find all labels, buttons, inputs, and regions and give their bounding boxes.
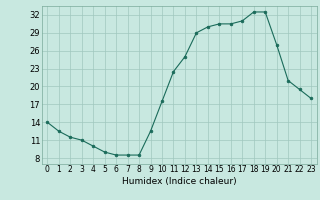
X-axis label: Humidex (Indice chaleur): Humidex (Indice chaleur)	[122, 177, 236, 186]
